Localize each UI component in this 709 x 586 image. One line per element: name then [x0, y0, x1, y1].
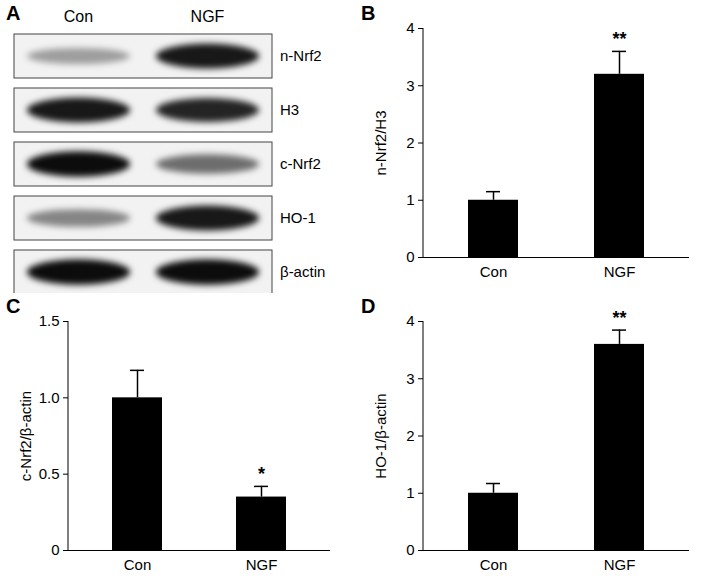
svg-text:*: * [258, 464, 265, 484]
svg-text:0: 0 [406, 248, 414, 265]
html-text:D: D [361, 295, 376, 317]
svg-text:Con: Con [124, 556, 152, 573]
svg-text:c-Nrf2: c-Nrf2 [280, 155, 321, 172]
svg-text:0: 0 [51, 541, 59, 558]
svg-text:**: ** [612, 308, 626, 328]
svg-text:3: 3 [406, 370, 414, 387]
svg-text:n-Nrf2: n-Nrf2 [280, 47, 322, 64]
svg-text:4: 4 [406, 312, 414, 329]
svg-text:Con: Con [480, 263, 508, 280]
svg-text:3: 3 [406, 77, 414, 94]
svg-text:2: 2 [406, 134, 414, 151]
svg-text:NGF: NGF [604, 556, 636, 573]
svg-text:HO-1/β-actin: HO-1/β-actin [372, 393, 389, 478]
svg-text:1: 1 [406, 484, 414, 501]
html-text:C: C [6, 295, 21, 317]
svg-text:NGF: NGF [604, 263, 636, 280]
svg-text:1.5: 1.5 [39, 312, 60, 329]
svg-text:β-actin: β-actin [280, 263, 325, 280]
svg-text:**: ** [612, 29, 626, 49]
svg-text:1.0: 1.0 [39, 389, 60, 406]
svg-text:Con: Con [480, 556, 508, 573]
html-text:A: A [6, 2, 21, 24]
svg-text:NGF: NGF [246, 556, 278, 573]
svg-text:1: 1 [406, 191, 414, 208]
svg-text:H3: H3 [280, 101, 299, 118]
html-text:B: B [361, 2, 376, 24]
svg-text:4: 4 [406, 19, 414, 36]
svg-text:HO-1: HO-1 [280, 209, 316, 226]
svg-text:n-Nrf2/H3: n-Nrf2/H3 [372, 110, 389, 175]
svg-text:c-Nrf2/β-actin: c-Nrf2/β-actin [17, 391, 34, 481]
svg-text:0.5: 0.5 [39, 465, 60, 482]
svg-text:0: 0 [406, 541, 414, 558]
svg-text:NGF: NGF [191, 8, 225, 25]
svg-text:2: 2 [406, 427, 414, 444]
svg-text:Con: Con [64, 8, 93, 25]
